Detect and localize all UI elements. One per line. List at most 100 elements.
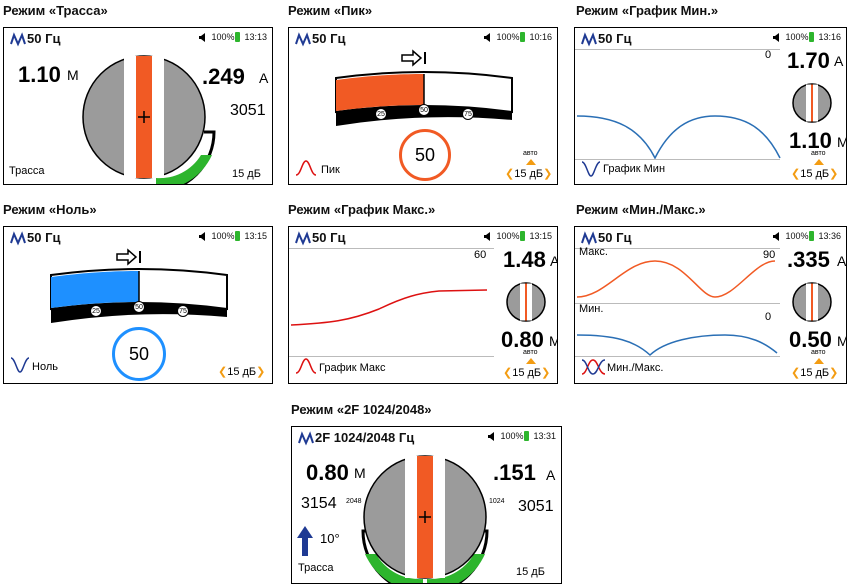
speaker-icon xyxy=(199,232,206,241)
depth-value: 1.10 xyxy=(18,62,61,87)
battery-icon xyxy=(809,231,815,241)
min-graph-curve xyxy=(576,334,778,357)
battery-percent: 100% xyxy=(211,32,235,42)
auto-label: авто xyxy=(811,349,826,356)
battery-icon xyxy=(235,32,241,42)
current-unit: А xyxy=(834,53,844,69)
clock: 10:16 xyxy=(529,32,552,42)
max-value: 90 xyxy=(763,249,776,261)
scale-tick-25: 25 xyxy=(375,108,387,120)
current-unit: А xyxy=(259,70,269,86)
current-unit: А xyxy=(550,253,557,269)
gain-value: 15 дБ xyxy=(512,367,542,379)
mode-label: Трасса xyxy=(9,165,45,177)
depth-unit: М xyxy=(67,67,79,83)
gain-up-arrow-icon[interactable] xyxy=(526,159,536,165)
speaker-icon xyxy=(488,432,495,441)
mini-compass-icon xyxy=(792,83,832,123)
gain-up-arrow-icon[interactable] xyxy=(526,358,536,364)
gain-right-arrow-icon[interactable]: ❯ xyxy=(543,168,553,180)
graph-top-divider xyxy=(575,248,780,249)
gain-up-arrow-icon[interactable] xyxy=(814,358,824,364)
caption-2f: Режим «2F 1024/2048» xyxy=(291,402,432,417)
gain-right-arrow-icon[interactable]: ❯ xyxy=(256,366,266,378)
caption-pik: Режим «Пик» xyxy=(288,3,373,18)
gain-right-arrow-icon[interactable]: ❯ xyxy=(541,367,551,379)
left-frequency-label: 2048 xyxy=(346,498,362,505)
scale-tick-50: 50 xyxy=(133,301,145,313)
graph-bottom-divider xyxy=(289,356,494,357)
clock: 13:31 xyxy=(533,431,556,441)
battery-percent: 100% xyxy=(496,231,520,241)
signal-value: 3051 xyxy=(230,102,266,119)
status-bar: 50 Гц 100% 10:16 xyxy=(289,28,557,50)
screen-nol: 50 Гц 100% 13:15 25 50 75 50 Ноль ❮15 дБ❯ xyxy=(3,226,273,384)
auto-label: авто xyxy=(523,349,538,356)
speaker-icon xyxy=(773,33,780,42)
screen-pik: 50 Гц 100% 10:16 25 50 75 50 Пик авто ❮15… xyxy=(288,27,558,185)
gain-left-arrow-icon[interactable]: ❮ xyxy=(218,366,228,378)
frequency-wave-icon xyxy=(295,231,311,246)
frequency-wave-icon xyxy=(10,231,26,246)
frequency-wave-icon xyxy=(581,32,597,47)
max-graph-curve xyxy=(290,289,488,326)
gain-left-arrow-icon[interactable]: ❮ xyxy=(791,168,801,180)
current-value: .151 xyxy=(493,460,536,485)
depth-value: 1.10 xyxy=(789,128,832,153)
angle-value: 10° xyxy=(320,531,340,546)
auto-label: авто xyxy=(811,150,826,157)
battery-icon xyxy=(520,231,526,241)
max-mode-icon xyxy=(295,358,317,374)
graph-top-divider xyxy=(289,248,494,249)
frequency-label: 50 Гц xyxy=(312,230,346,245)
gain-right-arrow-icon[interactable]: ❯ xyxy=(829,168,839,180)
mini-compass-icon xyxy=(506,282,546,322)
right-arc-fill xyxy=(427,554,485,583)
gain-left-arrow-icon[interactable]: ❮ xyxy=(505,168,515,180)
status-bar: 2F 1024/2048 Гц 100% 13:31 xyxy=(292,427,561,449)
clock: 13:36 xyxy=(818,231,841,241)
null-bar-meter xyxy=(50,268,228,323)
clock: 13:15 xyxy=(244,231,267,241)
caption-grafik-maks: Режим «График Макс.» xyxy=(288,202,436,217)
caption-grafik-min: Режим «График Мин.» xyxy=(576,3,719,18)
depth-value: 0.80 xyxy=(306,460,349,485)
scale-tick-75: 75 xyxy=(462,108,474,120)
null-mode-icon xyxy=(10,357,30,373)
clock: 13:15 xyxy=(529,231,552,241)
scale-tick-75: 75 xyxy=(177,305,189,317)
frequency-label: 50 Гц xyxy=(27,230,61,245)
speaker-icon xyxy=(199,33,206,42)
screen-2f: 2F 1024/2048 Гц 100% 13:31 0.80 М 2048 10… xyxy=(291,426,562,584)
caption-nol: Режим «Ноль» xyxy=(3,202,97,217)
mode-label: Пик xyxy=(321,164,340,176)
status-bar: 50 Гц 100% 13:13 xyxy=(4,28,272,50)
gain-left-arrow-icon[interactable]: ❮ xyxy=(791,367,801,379)
speaker-icon xyxy=(484,33,491,42)
battery-icon xyxy=(520,32,526,42)
gain-left-arrow-icon[interactable]: ❮ xyxy=(503,367,513,379)
mode-label: График Мин xyxy=(603,163,666,175)
left-signal-value: 3154 xyxy=(301,495,337,512)
gain-value: 15 дБ xyxy=(232,168,261,180)
scale-tick-25: 25 xyxy=(90,305,102,317)
auto-label: авто xyxy=(523,150,538,157)
min-label: Мин. xyxy=(579,303,604,315)
clock: 13:13 xyxy=(244,32,267,42)
max-graph-curve xyxy=(576,260,776,298)
right-frequency-label: 1024 xyxy=(489,498,505,505)
depth-value: 0.50 xyxy=(789,327,832,352)
mode-label: Трасса xyxy=(298,562,334,574)
status-bar: 50 Гц 100% 13:16 xyxy=(575,28,846,50)
mode-label: Ноль xyxy=(32,361,58,373)
gain-up-arrow-icon[interactable] xyxy=(814,159,824,165)
battery-percent: 100% xyxy=(785,32,809,42)
peak-bar-fill xyxy=(336,74,424,111)
caption-trassa: Режим «Трасса» xyxy=(3,3,108,18)
depth-value: 0.80 xyxy=(501,327,544,352)
battery-percent: 100% xyxy=(496,32,520,42)
graph-bottom-divider xyxy=(575,159,780,160)
screen-min-maks: 50 Гц 100% 13:36 Макс. 90 Мин. 0 .335 А 0… xyxy=(574,226,847,384)
peak-bar-meter xyxy=(335,71,513,126)
gain-right-arrow-icon[interactable]: ❯ xyxy=(829,367,839,379)
